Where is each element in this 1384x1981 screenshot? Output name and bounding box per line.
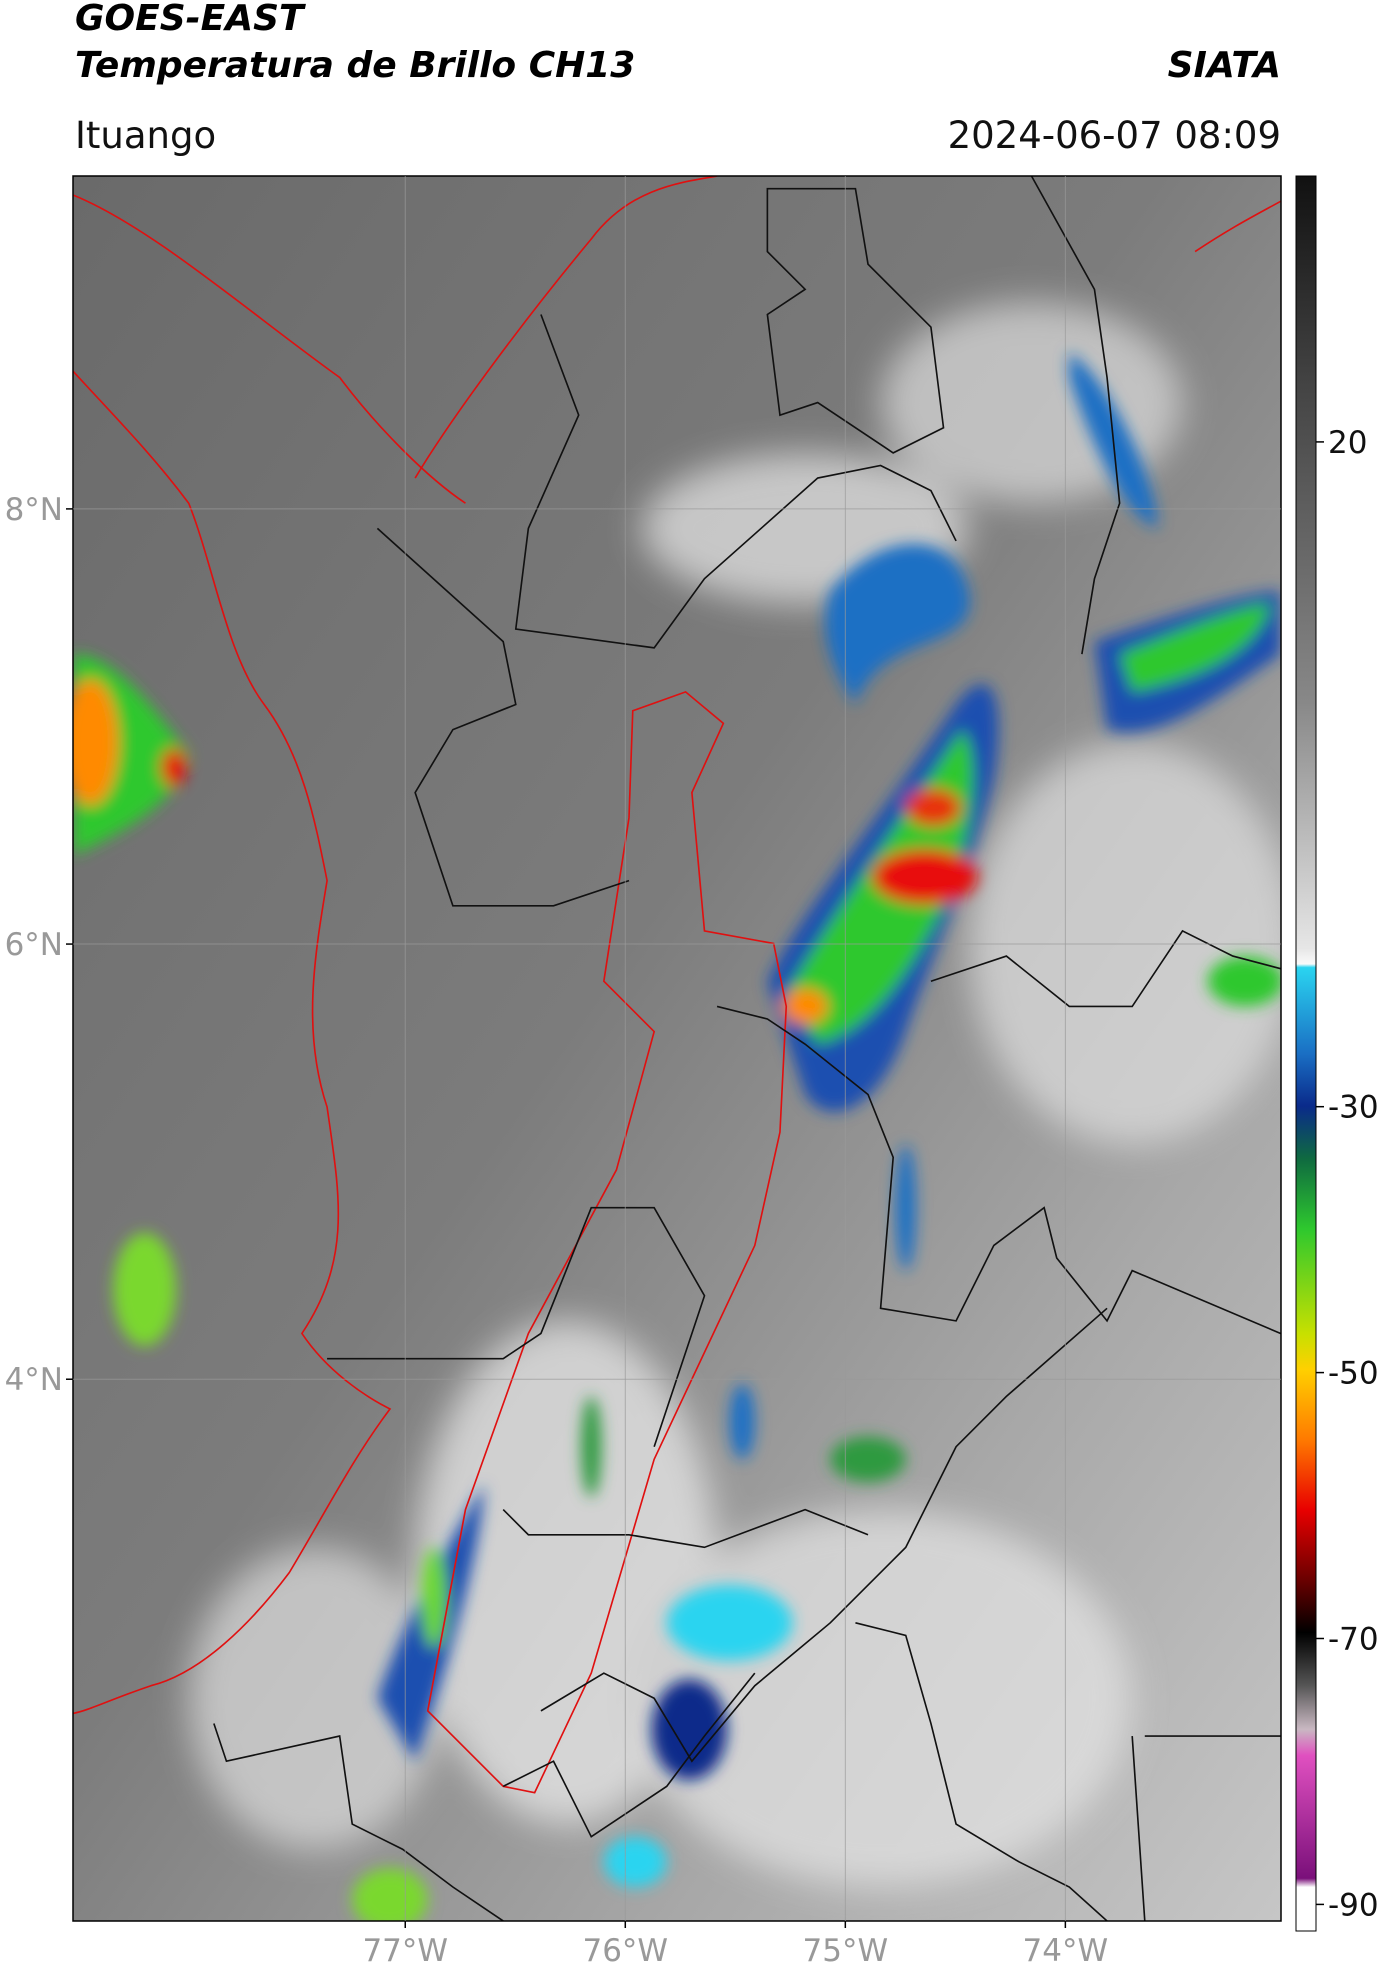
title-line1: GOES-EAST <box>75 0 306 39</box>
colorbar-tick-label: -30 <box>1328 1090 1379 1126</box>
colorbar-tick-label: -90 <box>1328 1887 1379 1923</box>
x-tick-label: 74°W <box>1023 1933 1109 1969</box>
y-tick-label: 6°N <box>5 927 63 963</box>
y-tick-label: 4°N <box>5 1362 63 1398</box>
title-line2: Temperatura de Brillo CH13 <box>75 45 635 86</box>
colorbar <box>1295 175 1317 1932</box>
x-tick-label: 76°W <box>582 1933 668 1969</box>
x-tick-label: 77°W <box>362 1933 448 1969</box>
map-frame <box>72 175 1282 1922</box>
datetime: 2024-06-07 08:09 <box>948 114 1281 157</box>
y-tick-label: 8°N <box>5 492 63 528</box>
colorbar-tick-label: -50 <box>1328 1356 1379 1392</box>
source: SIATA <box>1168 45 1281 86</box>
colorbar-tick-label: -70 <box>1328 1622 1379 1658</box>
map-imagery <box>72 176 1281 1921</box>
x-tick-label: 75°W <box>803 1933 889 1969</box>
location: Ituango <box>75 114 216 157</box>
colorbar-tick-label: 20 <box>1328 425 1367 461</box>
